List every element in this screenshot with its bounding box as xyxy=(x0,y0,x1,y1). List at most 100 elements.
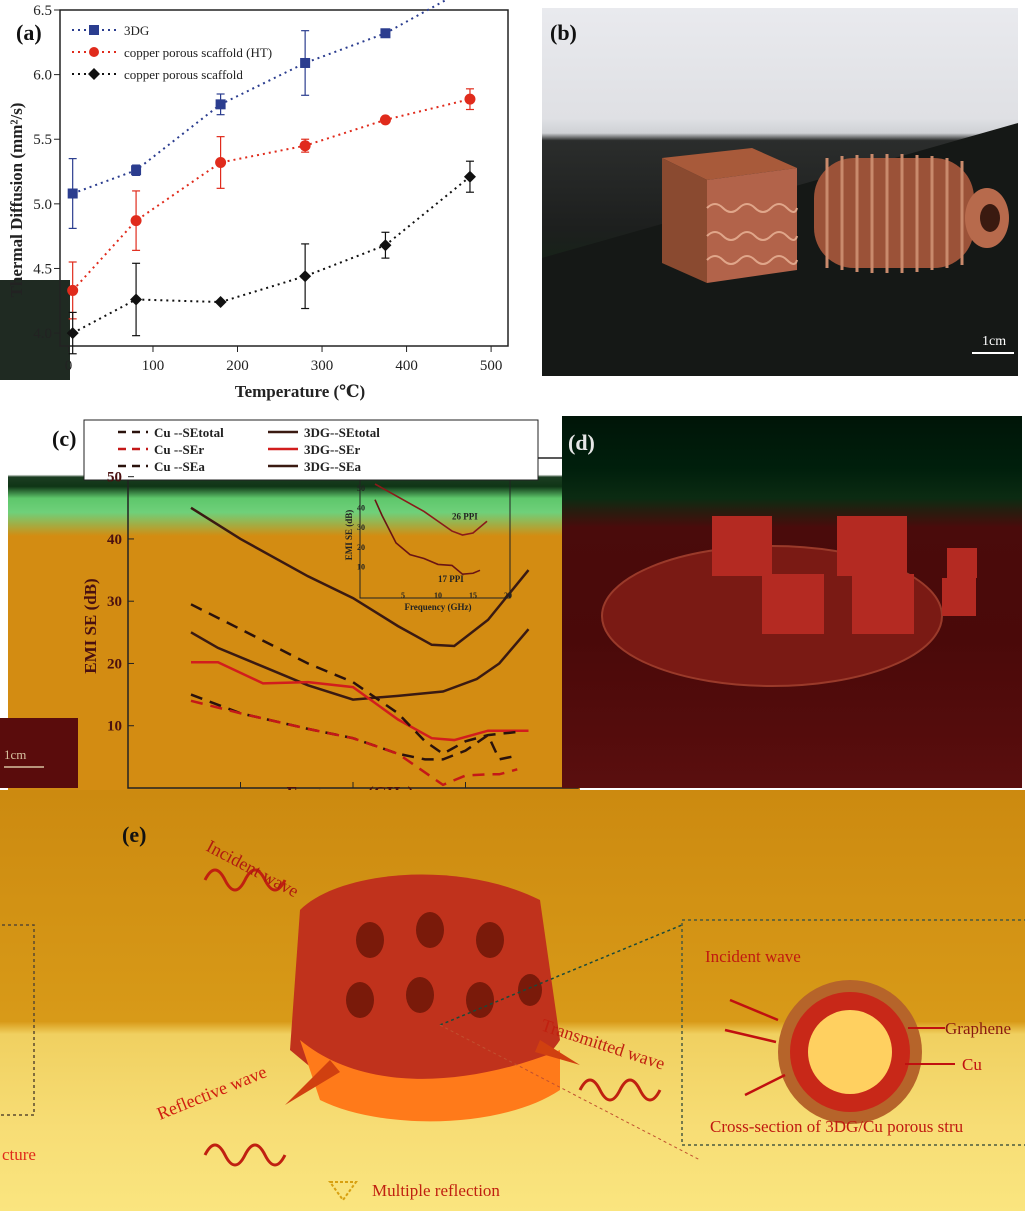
chart-a-series-line xyxy=(72,175,471,334)
chart-a-legend-label: copper porous scaffold xyxy=(124,67,243,82)
chart-a-point xyxy=(299,270,312,283)
chart-c: 1cm Cu --SEtotal 3DG--SEtotal Cu --SEr 3DG-… xyxy=(0,419,586,803)
chart-a-point xyxy=(299,140,311,152)
scale-label-d-left: 1cm xyxy=(4,747,26,762)
chart-a-point xyxy=(463,170,476,183)
chart-c-series-line xyxy=(190,699,518,787)
chart-a-ytick-label: 4.0 xyxy=(33,326,52,342)
inset-ytick-label: 30 xyxy=(357,523,365,532)
photo-b xyxy=(542,8,1018,376)
reflective-wave-label: Reflective wave xyxy=(154,1062,269,1124)
chart-a-point xyxy=(131,165,142,176)
chart-c-series-line xyxy=(190,603,518,756)
chart-a-frame xyxy=(59,9,509,347)
chart-a-legend-marker xyxy=(89,25,99,35)
chart-a-legend-label: copper porous scaffold (HT) xyxy=(124,45,272,60)
chart-c-ytick-label: 10 xyxy=(107,719,122,735)
chart-c-legend-label: 3DG--SEtotal xyxy=(304,425,380,440)
chart-a-point xyxy=(130,293,143,306)
chart-c-inset-frame xyxy=(359,479,511,599)
inset-ytick-label: 10 xyxy=(357,562,365,571)
chart-c-ytick-label: 40 xyxy=(107,532,122,548)
incident-wave-squiggle xyxy=(203,868,287,892)
multiple-reflection-icon xyxy=(328,1181,358,1202)
chart-c-legend-label: 3DG--SEr xyxy=(304,442,361,457)
inset-xtick-label: 10 xyxy=(434,591,442,600)
inset-xlabel: Frequency (GHz) xyxy=(404,602,471,612)
chart-a-bg xyxy=(0,0,540,410)
chart-a-ytick-label: 5.5 xyxy=(33,132,52,148)
panel-label-e: (e) xyxy=(122,822,146,847)
chart-a-xtick-label: 500 xyxy=(480,358,503,374)
chart-a-series-line xyxy=(71,98,471,292)
chart-c-series-line xyxy=(190,693,518,761)
left-box-fragment xyxy=(0,924,35,1116)
chart-a: 0 100 200 300 400 500 4.0 4.5 5.0 5.5 6.0 6.5 3DG cop… xyxy=(0,0,540,410)
incident-wave-label: Incident wave xyxy=(203,836,302,901)
chart-a-xtick-label: 100 xyxy=(142,358,165,374)
cube-sample xyxy=(662,148,798,283)
chart-a-point xyxy=(215,156,227,168)
chart-a-point xyxy=(379,114,391,126)
reflected-arrow xyxy=(285,1060,340,1105)
inset-xtick-label: 20 xyxy=(504,591,512,600)
chart-a-legend-marker xyxy=(88,68,100,80)
chart-a-point xyxy=(67,284,79,296)
inset-annotation: 26 PPI xyxy=(452,511,478,521)
chart-c-legend-label: Cu --SEr xyxy=(154,442,204,457)
panel-label-c: (c) xyxy=(52,426,76,451)
cross-incident-arrows xyxy=(724,998,786,1097)
chart-a-legend-marker xyxy=(89,47,99,57)
chart-a-dark-strip xyxy=(0,280,70,380)
chart-a-point xyxy=(379,239,392,252)
transmitted-arrow xyxy=(535,1040,580,1065)
zoom-connector-bottom xyxy=(439,1024,701,1161)
panel-label-b: (b) xyxy=(550,20,577,45)
cylinder-sample xyxy=(814,154,1009,273)
chart-a-point xyxy=(66,327,79,340)
cross-section-rings xyxy=(778,980,922,1124)
chart-a-xtick-label: 200 xyxy=(226,358,249,374)
left-fragment-text: cture xyxy=(2,1145,36,1164)
schematic-e: (e) cture Incident wave Reflective wave … xyxy=(0,822,1025,1202)
graphene-label: Graphene xyxy=(945,1019,1011,1038)
scale-label-b: 1cm xyxy=(982,334,1007,349)
chart-a-xtick-label: 400 xyxy=(395,358,418,374)
chart-a-xtick-label: 0 xyxy=(65,358,73,374)
inset-ytick-label: 40 xyxy=(357,504,365,513)
chart-c-legend-label: Cu --SEa xyxy=(154,459,205,474)
chart-c-dark-strip xyxy=(0,718,78,788)
chart-a-xlabel: Temperature (℃) xyxy=(235,382,365,401)
chart-a-xtick-label: 300 xyxy=(311,358,334,374)
inset-series-line xyxy=(374,499,481,576)
chart-c-legend-label: 3DG--SEa xyxy=(304,459,362,474)
multiple-reflection-label: Multiple reflection xyxy=(372,1181,500,1200)
chart-a-point xyxy=(130,215,142,227)
cross-section-caption: Cross-section of 3DG/Cu porous stru xyxy=(710,1117,964,1136)
chart-a-point xyxy=(380,28,391,39)
cross-section-box xyxy=(681,919,1025,1146)
chart-a-ytick-label: 6.5 xyxy=(33,3,52,19)
inset-ylabel: EMI SE (dB) xyxy=(344,510,354,561)
chart-c-ytick-label: 20 xyxy=(107,656,122,672)
chart-a-legend-label: 3DG xyxy=(124,23,149,38)
chart-c-series-line xyxy=(191,660,529,742)
chart-a-point xyxy=(464,93,476,105)
lattice-samples xyxy=(712,516,977,634)
zoom-connector-top xyxy=(439,924,683,1026)
inset-ytick-label: 50 xyxy=(357,484,365,493)
chart-a-ytick-label: 6.0 xyxy=(33,68,52,84)
transmitted-wave-squiggle xyxy=(578,1078,662,1102)
photo-d xyxy=(562,416,1022,788)
chart-a-point xyxy=(300,57,311,68)
chart-a-point xyxy=(214,296,227,309)
inset-xtick-label: 15 xyxy=(469,591,477,600)
inset-annotation: 17 PPI xyxy=(438,574,464,584)
chart-a-ylabel: Thermal Diffusion (mm²/s) xyxy=(7,103,26,298)
chart-c-ytick-label: 30 xyxy=(107,594,122,610)
chart-c-legend-box xyxy=(83,419,539,481)
reflective-wave-squiggle xyxy=(203,1143,287,1167)
chart-a-ytick-label: 4.5 xyxy=(33,261,52,277)
panel-label-d: (d) xyxy=(568,430,595,455)
chart-a-ytick-label: 5.0 xyxy=(33,197,52,213)
